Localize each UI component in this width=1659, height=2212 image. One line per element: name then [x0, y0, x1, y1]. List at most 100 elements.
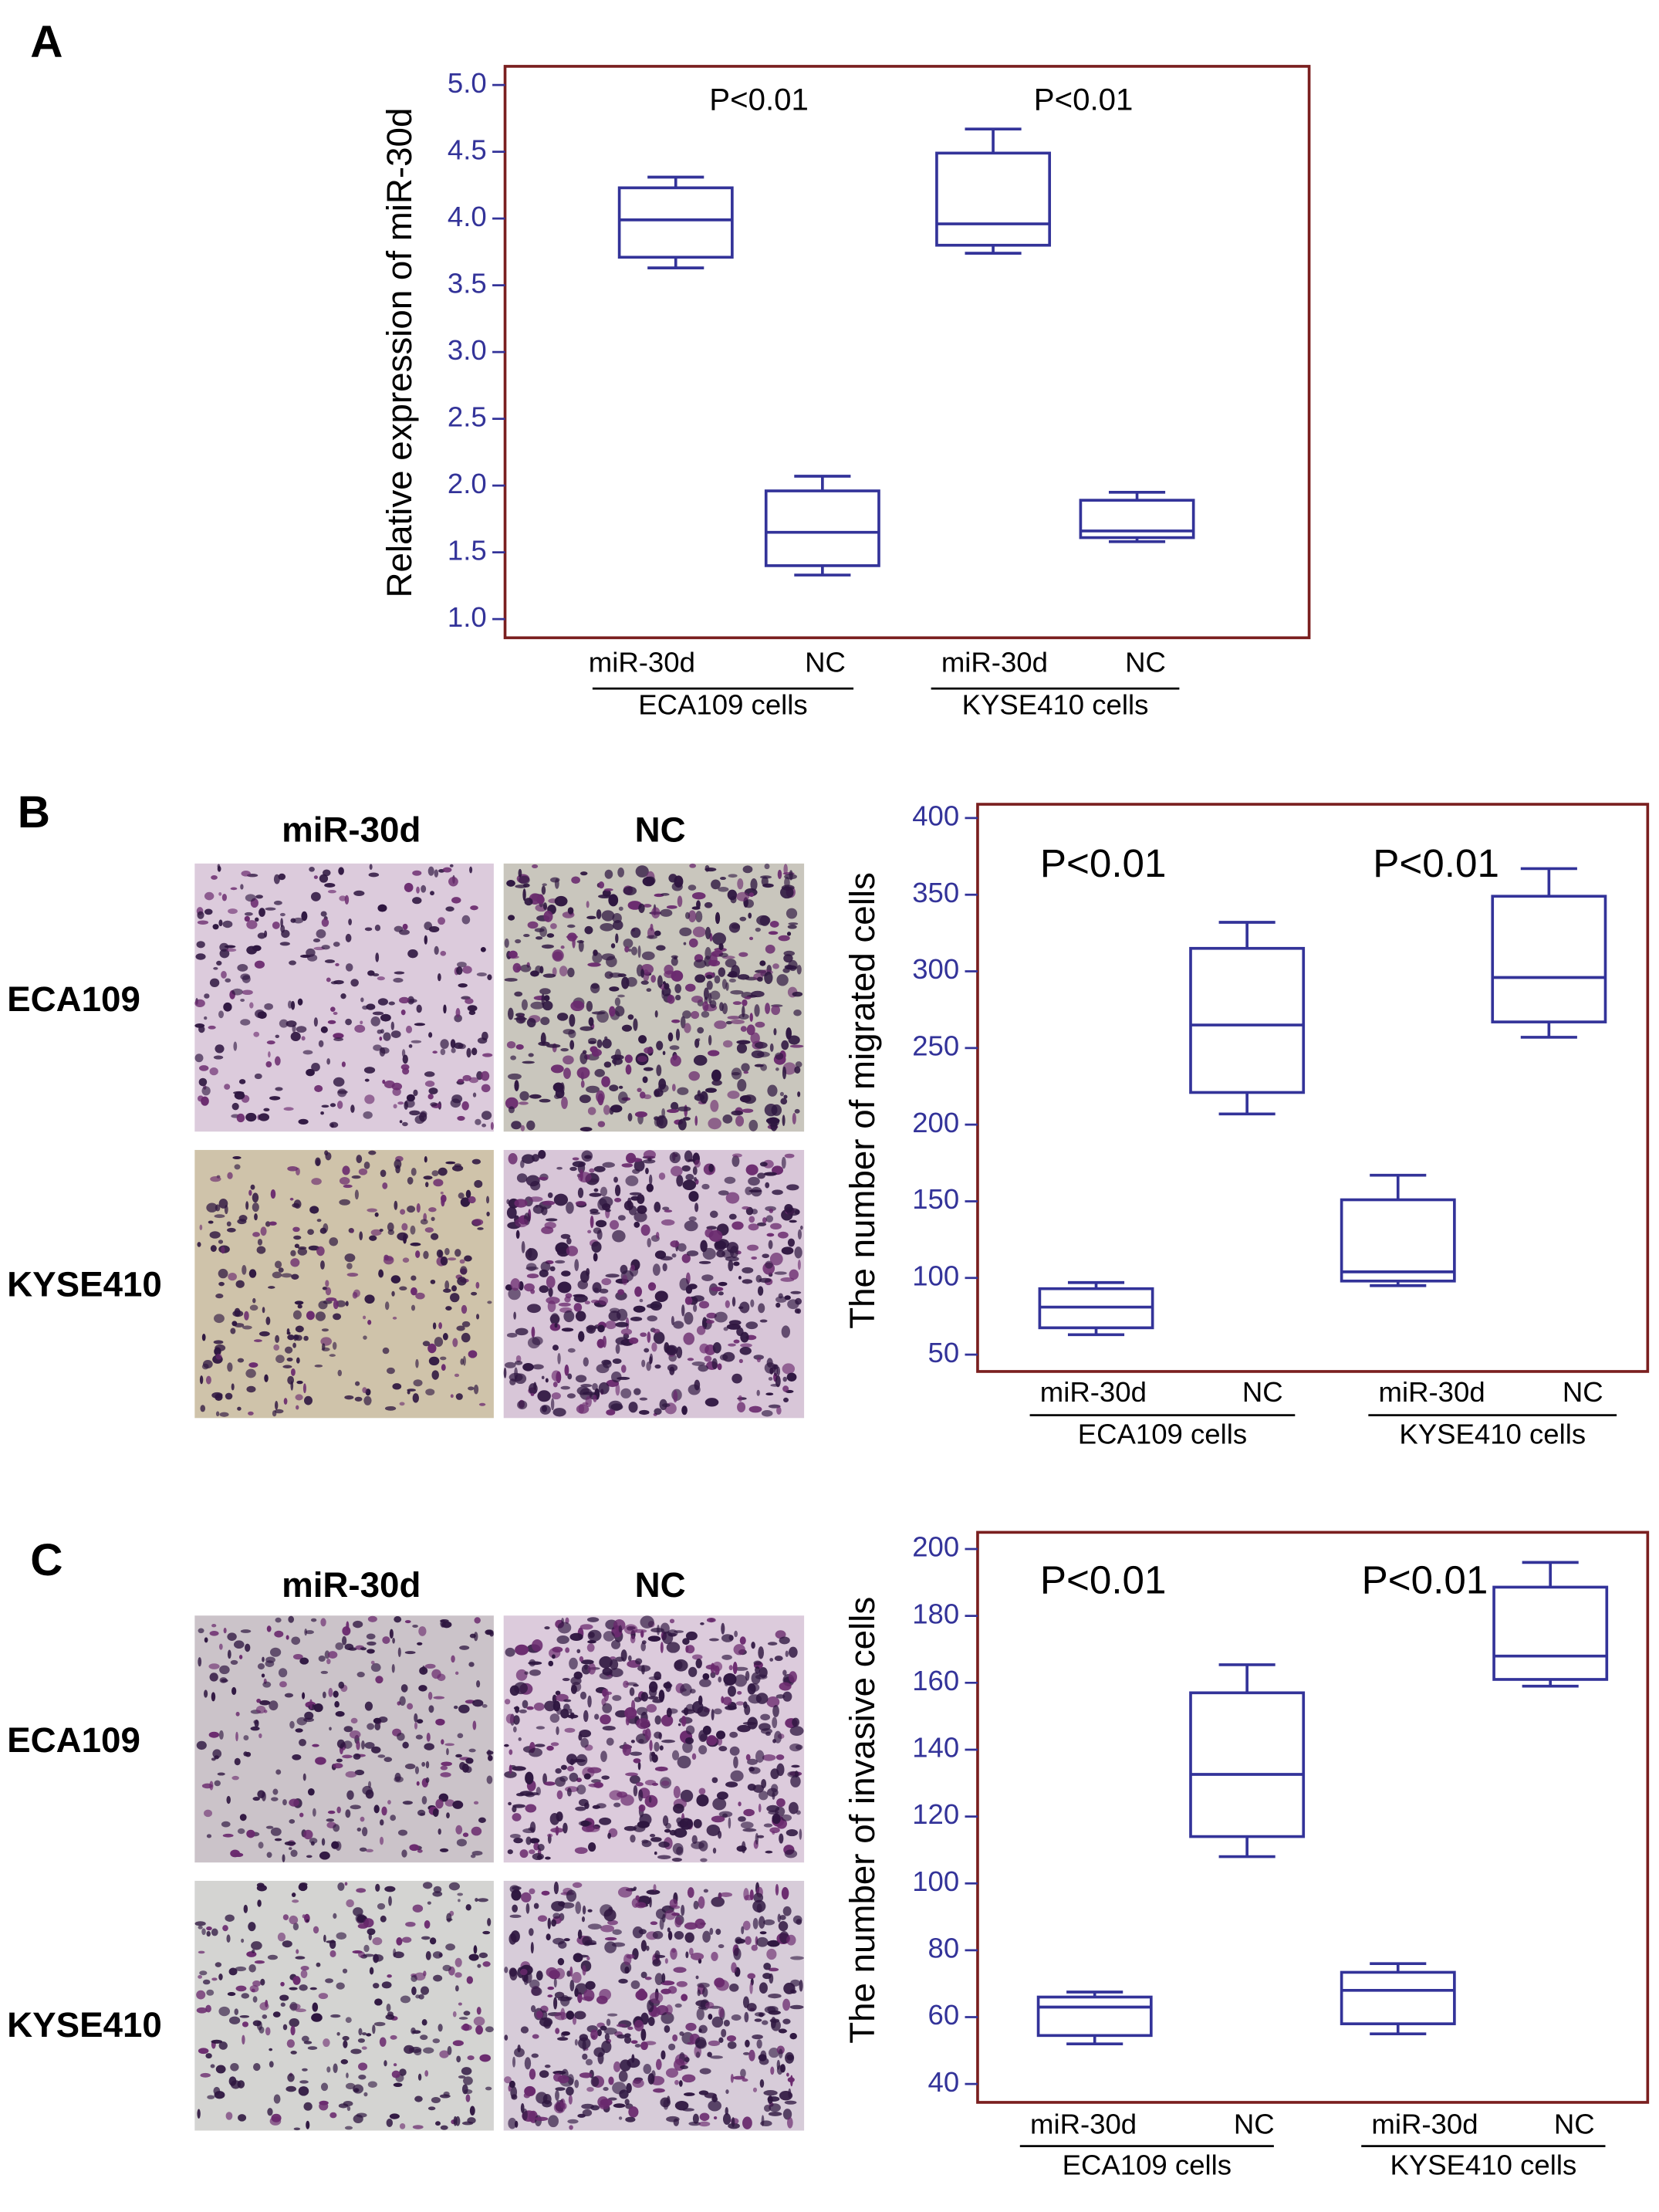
- cell: [730, 2074, 734, 2083]
- cell: [367, 2081, 377, 2088]
- cell: [600, 1186, 608, 1197]
- cell: [358, 2062, 368, 2071]
- cell: [292, 1899, 299, 1903]
- cell: [687, 2041, 694, 2045]
- cell: [429, 1937, 437, 1945]
- cell: [238, 2114, 247, 2122]
- cell: [696, 1794, 709, 1807]
- cell: [624, 2033, 631, 2038]
- cell: [750, 1032, 760, 1044]
- cell: [684, 1311, 694, 1325]
- cell: [633, 1305, 646, 1313]
- cell: [708, 2014, 713, 2020]
- cell: [796, 1919, 802, 1925]
- cell: [358, 2074, 367, 2080]
- cell: [531, 1987, 542, 1996]
- cell: [528, 1053, 534, 1057]
- cell: [335, 1711, 345, 1717]
- cell: [556, 1811, 563, 1821]
- cell: [395, 1165, 400, 1174]
- cell: [440, 1765, 448, 1771]
- cell: [648, 1681, 658, 1693]
- cell: [617, 994, 625, 998]
- cell: [765, 1850, 773, 1854]
- cell: [467, 2055, 475, 2061]
- cell: [423, 1175, 433, 1180]
- micrograph-background: [194, 1149, 494, 1419]
- cell: [764, 1103, 778, 1117]
- cell: [741, 1063, 750, 1072]
- cell: [249, 1002, 254, 1009]
- cell: [692, 926, 706, 938]
- cell: [701, 1274, 714, 1281]
- cell: [687, 1887, 694, 1899]
- cell: [206, 1989, 215, 1996]
- cell: [573, 1953, 583, 1963]
- cell: [541, 1375, 545, 1380]
- cell: [681, 1405, 688, 1415]
- cell: [526, 1018, 536, 1028]
- cell: [569, 1040, 575, 1050]
- cell: [410, 1225, 416, 1235]
- cell: [360, 1020, 363, 1025]
- cell: [246, 1385, 256, 1393]
- cell: [693, 1818, 702, 1828]
- cell: [718, 967, 726, 977]
- cell: [336, 1932, 347, 1940]
- cell: [733, 1644, 745, 1656]
- cell: [422, 1882, 433, 1889]
- cell: [369, 1235, 377, 1241]
- cell: [321, 1104, 329, 1108]
- cell: [602, 1162, 615, 1168]
- cell: [309, 1699, 313, 1710]
- cell: [721, 1249, 735, 1259]
- cell: [409, 1110, 421, 1116]
- cell: [789, 1726, 804, 1736]
- cell: [605, 1273, 620, 1278]
- cell: [721, 979, 728, 989]
- cell: [666, 905, 677, 909]
- cell: [562, 1678, 570, 1682]
- cell: [751, 1209, 758, 1215]
- cell: [358, 1168, 368, 1175]
- cell: [768, 1240, 773, 1250]
- cell: [462, 1355, 466, 1366]
- cell: [766, 1696, 780, 1708]
- cell: [765, 944, 775, 954]
- cell: [579, 1094, 591, 1104]
- cell: [550, 877, 560, 883]
- micrograph-background: [194, 1615, 494, 1863]
- cell: [460, 1358, 465, 1365]
- cell: [485, 2026, 494, 2033]
- cell: [201, 1333, 206, 1341]
- cell: [272, 2011, 281, 2018]
- cell: [685, 1951, 689, 1959]
- cell: [380, 1915, 387, 1923]
- micrograph: [194, 1880, 494, 2131]
- cell: [681, 1253, 691, 1263]
- cell: [360, 1647, 367, 1651]
- plot-frame: [976, 803, 1650, 1373]
- cell: [279, 942, 290, 946]
- cell: [463, 2089, 473, 2095]
- cell: [609, 1307, 620, 1314]
- cell: [593, 1165, 606, 1172]
- cell: [715, 912, 721, 925]
- cell: [375, 1676, 383, 1684]
- cell: [742, 1828, 757, 1832]
- cell: [314, 1365, 323, 1368]
- cell: [740, 2068, 746, 2078]
- cell: [275, 1034, 280, 1038]
- cell: [709, 999, 717, 1009]
- cell: [546, 933, 555, 938]
- cell: [296, 1405, 299, 1410]
- cell: [684, 1932, 694, 1943]
- cell: [482, 1930, 491, 1935]
- cell: [697, 1982, 710, 1988]
- cell: [509, 1967, 517, 1977]
- cell: [391, 1663, 395, 1673]
- cell: [627, 1197, 632, 1209]
- cell: [578, 1821, 592, 1826]
- cell: [415, 1250, 421, 1258]
